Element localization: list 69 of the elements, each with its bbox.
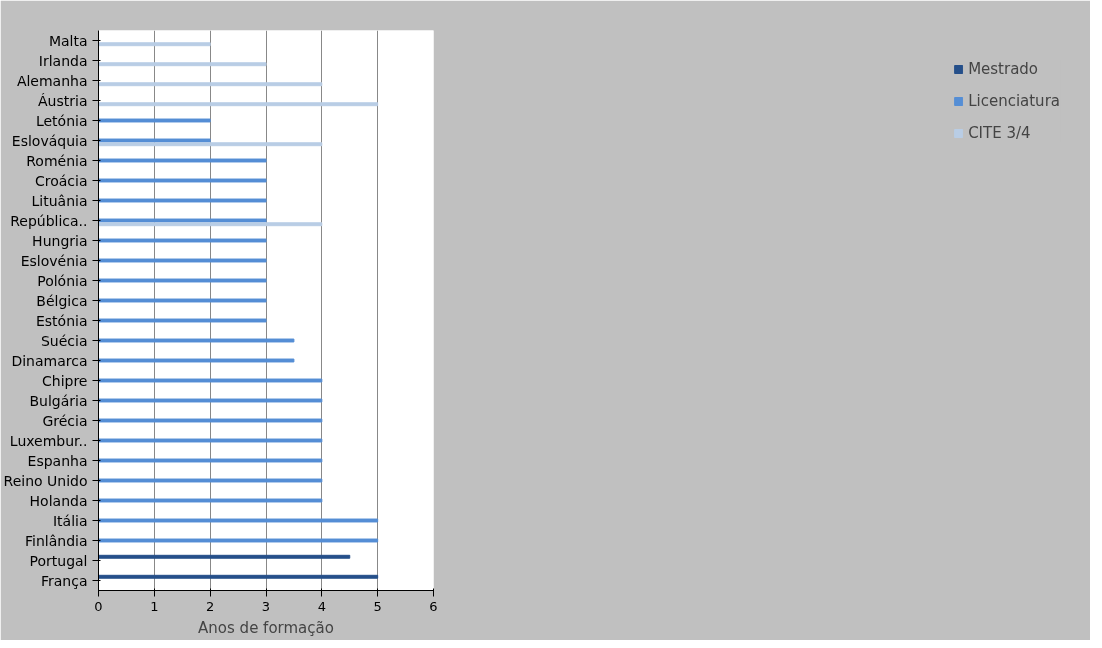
- y-tick-label: Portugal: [29, 552, 88, 569]
- y-tick-label: Suécia: [40, 332, 88, 349]
- x-axis-title: Anos de formação: [198, 618, 334, 637]
- bar: [98, 198, 267, 203]
- y-tick-label: Eslovénia: [20, 252, 88, 269]
- bar: [98, 278, 267, 283]
- bar: [98, 538, 379, 543]
- x-tick-label: 4: [317, 598, 326, 614]
- y-tick-label: Hungria: [32, 232, 88, 249]
- y-tick-label: Roménia: [26, 152, 88, 169]
- bar: [98, 478, 323, 483]
- y-tick-label: Holanda: [29, 492, 88, 509]
- bar: [98, 258, 267, 263]
- legend-label: CITE 3/4: [968, 124, 1031, 142]
- bar: [98, 418, 323, 423]
- y-tick-label: República..: [10, 212, 88, 229]
- y-tick-label: Áustria: [38, 92, 88, 109]
- y-tick-label: Malta: [48, 32, 88, 49]
- y-tick-label: Luxembur..: [9, 432, 88, 449]
- y-tick-label: Eslováquia: [11, 132, 88, 149]
- bar: [98, 142, 323, 147]
- y-tick-label: Letónia: [35, 112, 88, 129]
- bar: [98, 298, 267, 303]
- y-tick-label: Polónia: [37, 272, 88, 289]
- bar: [98, 438, 323, 443]
- y-tick-label: Bulgária: [29, 392, 88, 409]
- y-tick-label: Reino Unido: [3, 472, 88, 489]
- bar: [98, 42, 211, 47]
- bar: [98, 102, 379, 107]
- bar: [98, 518, 379, 523]
- y-tick-label: Bélgica: [36, 292, 88, 309]
- bar: [98, 82, 323, 87]
- y-tick-label: França: [40, 572, 88, 589]
- bar: [98, 62, 267, 67]
- y-tick-label: Dinamarca: [11, 352, 88, 369]
- bar: [98, 338, 295, 343]
- x-tick-label: 0: [94, 598, 103, 614]
- y-tick-label: Itália: [52, 512, 88, 529]
- x-tick-label: 1: [150, 598, 159, 614]
- bar: [98, 138, 211, 143]
- bar: [98, 358, 295, 363]
- bar: [98, 118, 211, 123]
- bar: [98, 218, 267, 223]
- x-tick-label: 6: [429, 598, 438, 614]
- y-tick-label: Espanha: [27, 452, 88, 469]
- bar: [98, 178, 267, 183]
- bar: [98, 498, 323, 503]
- y-tick-label: Estónia: [35, 312, 88, 329]
- bar: [98, 378, 323, 383]
- y-tick-label: Croácia: [34, 172, 88, 189]
- bar: [98, 458, 323, 463]
- y-tick-label: Finlândia: [25, 532, 88, 549]
- legend-label: Mestrado: [968, 60, 1039, 78]
- x-tick-label: 2: [206, 598, 215, 614]
- bar: [98, 158, 267, 163]
- bar: [98, 554, 351, 559]
- bar: [98, 574, 379, 579]
- bar: [98, 238, 267, 243]
- legend-label: Licenciatura: [968, 92, 1060, 110]
- y-tick-label: Grécia: [42, 412, 88, 429]
- x-tick-label: 3: [261, 598, 271, 614]
- bar: [98, 318, 267, 323]
- bar: [98, 222, 323, 227]
- bar: [98, 398, 323, 403]
- x-tick-label: 5: [373, 598, 382, 614]
- y-tick-label: Lituânia: [31, 192, 88, 209]
- y-tick-label: Chipre: [42, 372, 88, 389]
- y-tick-label: Alemanha: [16, 72, 88, 89]
- y-tick-label: Irlanda: [38, 52, 88, 69]
